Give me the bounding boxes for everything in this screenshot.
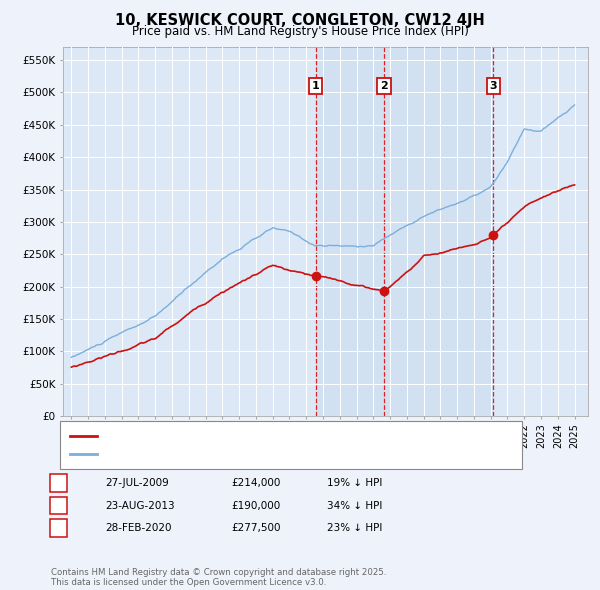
Text: Price paid vs. HM Land Registry's House Price Index (HPI): Price paid vs. HM Land Registry's House … — [131, 25, 469, 38]
Text: £277,500: £277,500 — [231, 523, 281, 533]
Text: 27-JUL-2009: 27-JUL-2009 — [105, 478, 169, 488]
Text: £190,000: £190,000 — [231, 501, 280, 510]
Text: 28-FEB-2020: 28-FEB-2020 — [105, 523, 172, 533]
Text: 34% ↓ HPI: 34% ↓ HPI — [327, 501, 382, 510]
Text: 23-AUG-2013: 23-AUG-2013 — [105, 501, 175, 510]
Bar — [316, 47, 493, 416]
Text: 3: 3 — [55, 523, 62, 533]
Text: 10, KESWICK COURT, CONGLETON, CW12 4JH: 10, KESWICK COURT, CONGLETON, CW12 4JH — [115, 13, 485, 28]
Text: 1: 1 — [55, 478, 62, 488]
Text: Contains HM Land Registry data © Crown copyright and database right 2025.
This d: Contains HM Land Registry data © Crown c… — [51, 568, 386, 587]
Text: 1: 1 — [312, 81, 320, 91]
Text: 19% ↓ HPI: 19% ↓ HPI — [327, 478, 382, 488]
Text: £214,000: £214,000 — [231, 478, 280, 488]
Text: 23% ↓ HPI: 23% ↓ HPI — [327, 523, 382, 533]
Text: 3: 3 — [490, 81, 497, 91]
Text: 2: 2 — [55, 501, 62, 510]
Text: 2: 2 — [380, 81, 388, 91]
Text: HPI: Average price, detached house, Cheshire East: HPI: Average price, detached house, Ches… — [104, 449, 369, 459]
Text: 10, KESWICK COURT, CONGLETON, CW12 4JH (detached house): 10, KESWICK COURT, CONGLETON, CW12 4JH (… — [104, 431, 436, 441]
